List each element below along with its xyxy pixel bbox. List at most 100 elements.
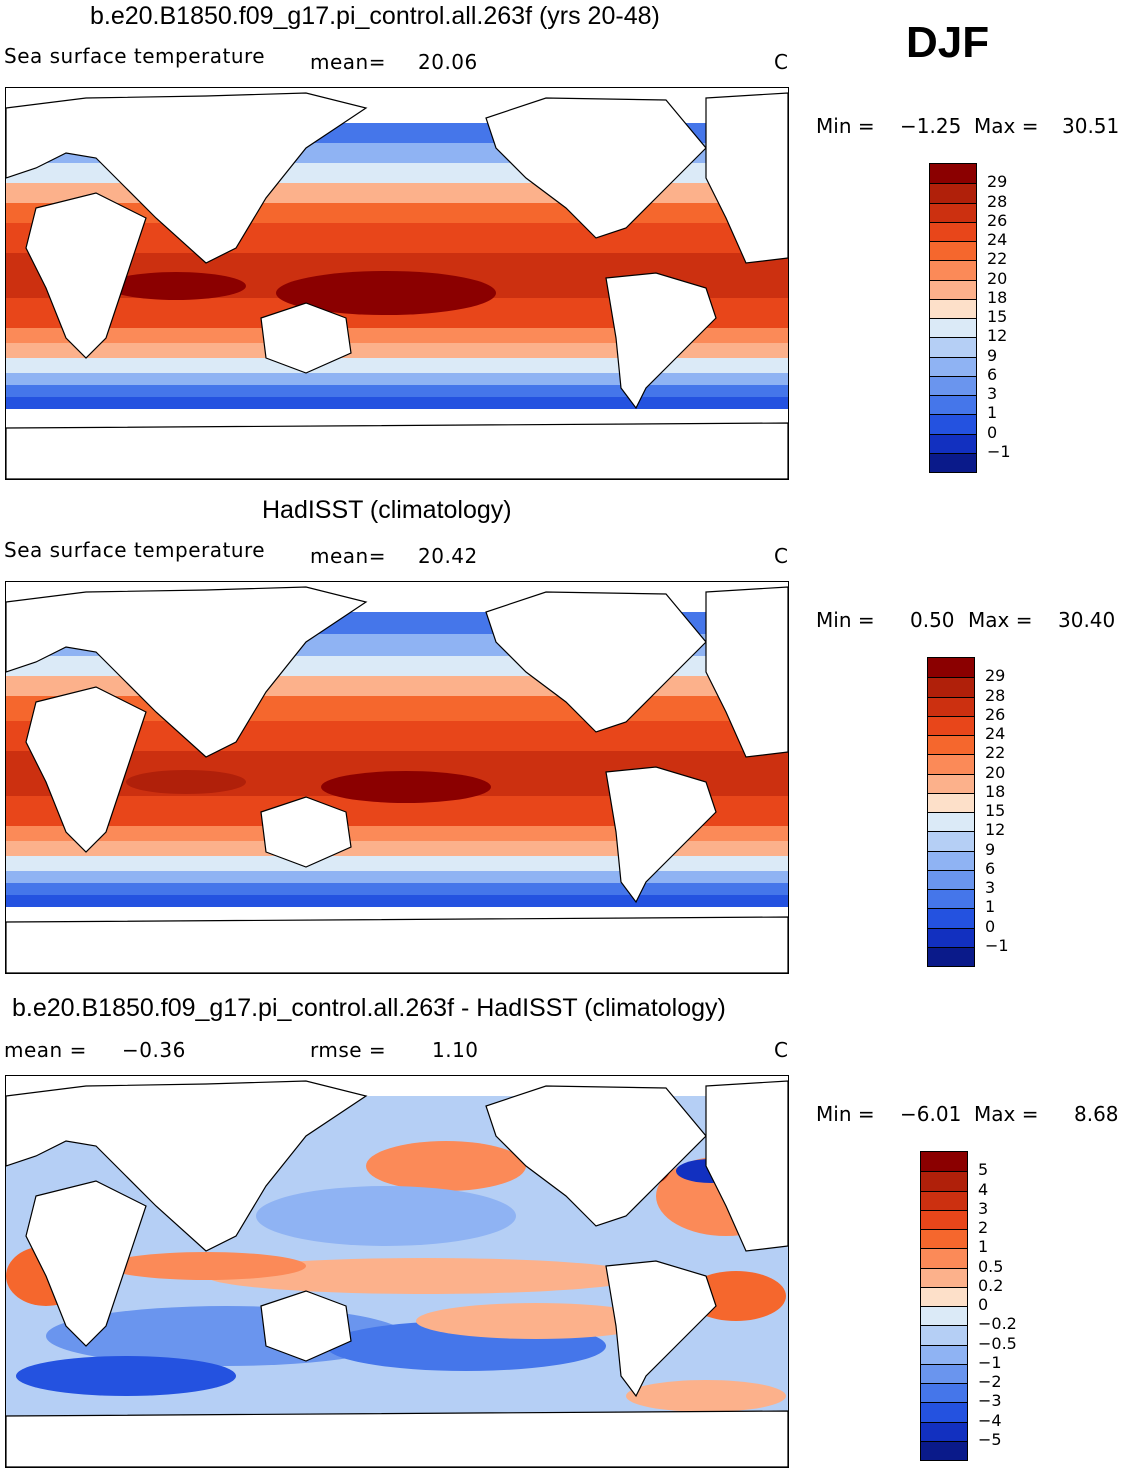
colorbar-swatch: [921, 1190, 967, 1210]
panel-2-min-value: 0.50: [910, 608, 955, 632]
colorbar-swatch: [928, 677, 974, 697]
panel-3-colorbar: [920, 1151, 968, 1461]
colorbar-label: 22: [985, 743, 1006, 763]
panel-3-min-value: −6.01: [900, 1102, 962, 1126]
colorbar-swatch: [921, 1171, 967, 1191]
panel-1-units: C: [774, 50, 789, 74]
colorbar-swatch: [930, 356, 976, 376]
panel-2-map: [5, 581, 789, 974]
colorbar-label: 24: [985, 724, 1006, 743]
panel-2-mean-value: 20.42: [418, 544, 478, 568]
colorbar-label: 3: [985, 878, 996, 897]
panel-2-units: C: [774, 544, 789, 568]
panel-3-rmse-value: 1.10: [432, 1038, 479, 1062]
colorbar-label: 1: [978, 1237, 989, 1257]
panel-1-min-label: Min =: [816, 114, 875, 138]
colorbar-swatch: [928, 869, 974, 889]
panel-3-min-label: Min =: [816, 1102, 875, 1126]
colorbar-swatch: [921, 1209, 967, 1229]
panel-1-land: [6, 92, 788, 479]
panel-3-land: [6, 1080, 788, 1467]
colorbar-swatch: [928, 908, 974, 928]
colorbar-label: 6: [987, 364, 998, 384]
panel-3-map: [5, 1075, 789, 1468]
colorbar-label: 0: [985, 916, 996, 936]
colorbar-swatch: [930, 279, 976, 299]
colorbar-label: 0: [978, 1295, 989, 1314]
colorbar-label: 5: [978, 1160, 989, 1180]
colorbar-swatch: [921, 1306, 967, 1326]
colorbar-swatch: [930, 375, 976, 395]
colorbar-label: 18: [987, 287, 1008, 307]
colorbar-swatch: [928, 927, 974, 947]
colorbar-label: 0.5: [978, 1256, 1004, 1276]
panel-2-variable-label: Sea surface temperature: [4, 538, 266, 562]
colorbar-swatch: [921, 1402, 967, 1422]
colorbar-label: 22: [987, 249, 1008, 269]
colorbar-swatch: [921, 1248, 967, 1268]
colorbar-swatch: [928, 773, 974, 793]
colorbar-label: −5: [978, 1429, 1002, 1449]
colorbar-swatch: [921, 1286, 967, 1306]
colorbar-label: 24: [987, 230, 1008, 249]
colorbar-swatch: [930, 202, 976, 222]
colorbar-swatch: [930, 433, 976, 453]
colorbar-swatch: [928, 735, 974, 755]
panel-3-mean-label: mean =: [4, 1038, 87, 1062]
colorbar-label: −0.2: [978, 1314, 1017, 1334]
colorbar-label: 4: [978, 1179, 989, 1199]
colorbar-label: 26: [987, 210, 1008, 230]
colorbar-swatch: [928, 889, 974, 909]
colorbar-label: −3: [978, 1391, 1002, 1411]
colorbar-swatch: [921, 1325, 967, 1345]
panel-1-mean-value: 20.06: [418, 50, 478, 74]
colorbar-swatch: [928, 696, 974, 716]
panel-2-max-label: Max =: [968, 608, 1033, 632]
colorbar-swatch: [928, 850, 974, 870]
colorbar-label: 0: [987, 422, 998, 442]
colorbar-label: 3: [978, 1198, 989, 1218]
colorbar-label: −4: [978, 1410, 1002, 1430]
colorbar-label: 1: [987, 403, 998, 423]
colorbar-swatch: [930, 241, 976, 261]
panel-3-rmse-label: rmse =: [310, 1038, 387, 1062]
colorbar-label: 26: [985, 704, 1006, 724]
colorbar-swatch: [930, 183, 976, 203]
colorbar-swatch: [921, 1363, 967, 1383]
panel-1-max-label: Max =: [974, 114, 1039, 138]
colorbar-swatch: [921, 1152, 967, 1172]
colorbar-swatch: [930, 414, 976, 434]
colorbar-swatch: [928, 754, 974, 774]
colorbar-label: 1: [985, 897, 996, 917]
colorbar-label: 29: [985, 666, 1006, 686]
colorbar-label: 20: [985, 762, 1006, 782]
colorbar-swatch: [930, 337, 976, 357]
colorbar-swatch: [921, 1267, 967, 1287]
colorbar-label: 18: [985, 781, 1006, 801]
colorbar-label: 12: [985, 820, 1006, 840]
colorbar-label: 15: [985, 801, 1006, 820]
panel-2-colorbar: [927, 657, 975, 967]
panel-3-max-value: 8.68: [1074, 1102, 1119, 1126]
colorbar-swatch: [930, 298, 976, 318]
panel-2-mean-label: mean=: [310, 544, 386, 568]
colorbar-label: 0.2: [978, 1275, 1004, 1295]
season-label: DJF: [906, 18, 990, 67]
colorbar-label: 28: [985, 685, 1006, 705]
colorbar-label: 29: [987, 172, 1008, 192]
panel-1-map: [5, 87, 789, 480]
colorbar-label: 28: [987, 191, 1008, 211]
panel-1-max-value: 30.51: [1062, 114, 1120, 138]
panel-1-mean-label: mean=: [310, 50, 386, 74]
colorbar-label: 15: [987, 307, 1008, 326]
colorbar-swatch: [930, 452, 976, 472]
colorbar-swatch: [921, 1383, 967, 1403]
panel-1-title: b.e20.B1850.f09_g17.pi_control.all.263f …: [90, 2, 660, 30]
panel-3-max-label: Max =: [974, 1102, 1039, 1126]
colorbar-label: −0.5: [978, 1333, 1017, 1353]
colorbar-label: 20: [987, 268, 1008, 288]
colorbar-label: 9: [985, 839, 996, 859]
panel-3-mean-value: −0.36: [122, 1038, 186, 1062]
colorbar-swatch: [928, 812, 974, 832]
panel-3-title: b.e20.B1850.f09_g17.pi_control.all.263f …: [12, 994, 726, 1022]
